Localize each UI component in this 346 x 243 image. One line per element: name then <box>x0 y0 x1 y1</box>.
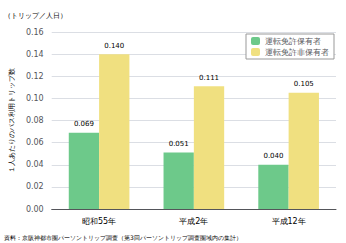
svg-text:0.051: 0.051 <box>169 140 189 148</box>
svg-text:0.111: 0.111 <box>199 74 219 82</box>
svg-text:資料：京阪神都市圏パーソントリップ調査（第3回パーソントリッ: 資料：京阪神都市圏パーソントリップ調査（第3回パーソントリップ調査圏域内の集計） <box>4 234 242 242</box>
svg-text:１人あたりのバス利用トリップ数: １人あたりのバス利用トリップ数 <box>8 68 16 173</box>
svg-text:昭和55年: 昭和55年 <box>82 217 116 226</box>
svg-text:0.040: 0.040 <box>263 152 283 160</box>
svg-text:0.105: 0.105 <box>294 80 314 88</box>
svg-text:（トリップ／人日）: （トリップ／人日） <box>4 12 67 20</box>
svg-text:0.12: 0.12 <box>26 72 44 81</box>
svg-text:0.140: 0.140 <box>104 42 124 50</box>
svg-text:運転免許非保有者: 運転免許非保有者 <box>265 48 329 57</box>
svg-text:運転免許保有者: 運転免許保有者 <box>265 37 321 46</box>
svg-text:0.04: 0.04 <box>26 160 44 169</box>
svg-text:0.10: 0.10 <box>26 94 44 103</box>
svg-text:平成2年: 平成2年 <box>179 217 208 226</box>
svg-text:0.02: 0.02 <box>26 182 44 191</box>
svg-text:0.14: 0.14 <box>26 50 44 59</box>
svg-text:0.069: 0.069 <box>74 120 94 128</box>
svg-text:0.00: 0.00 <box>26 205 44 214</box>
svg-text:平成12年: 平成12年 <box>272 217 306 226</box>
svg-text:0.08: 0.08 <box>26 116 44 125</box>
svg-text:0.06: 0.06 <box>26 138 44 147</box>
svg-text:0.16: 0.16 <box>26 28 44 37</box>
